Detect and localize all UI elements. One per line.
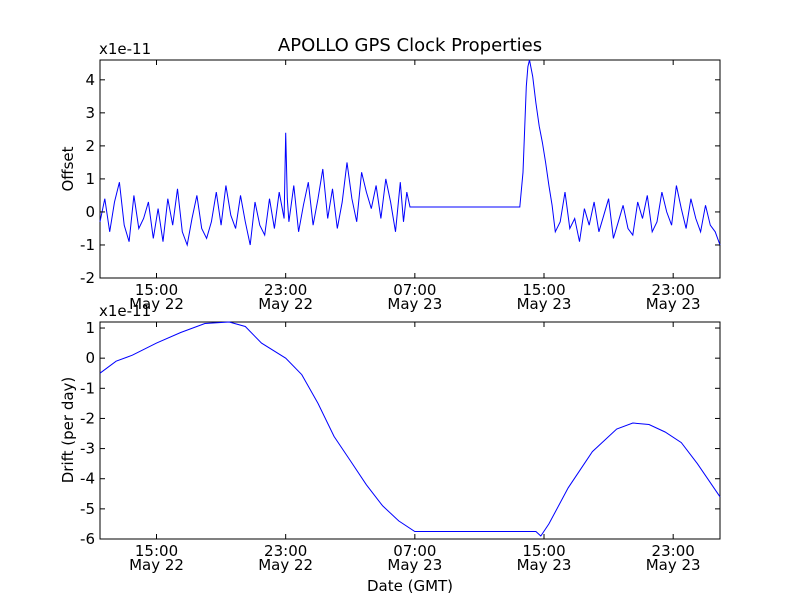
drift-xtick-date-label: May 23 [517,556,572,574]
offset-xtick-date-label: May 22 [258,295,313,313]
offset-series-line [99,59,721,247]
drift-plot-frame [99,321,721,540]
offset-plot-frame [99,59,721,279]
drift-ytick-label: -2 [80,409,95,427]
offset-xtick-time-label: 15:00 [135,281,178,299]
offset-ytick-label: -1 [80,236,95,254]
offset-xtick-time-label: 23:00 [652,281,695,299]
offset-xtick-date-label: May 22 [129,295,184,313]
drift-xtick-date-label: May 22 [129,556,184,574]
offset-ytick-label: 0 [85,203,95,221]
drift-xtick-time-label: 23:00 [652,542,695,560]
offset-ytick-label: 3 [85,104,95,122]
drift-xtick-time-label: 15:00 [135,542,178,560]
drift-xtick-date-label: May 23 [646,556,701,574]
drift-xtick-time-label: 23:00 [264,542,307,560]
offset-xtick-time-label: 23:00 [264,281,307,299]
drift-ytick-label: 0 [85,349,95,367]
offset-xtick-date-label: May 23 [387,295,442,313]
drift-ytick-label: -4 [80,470,95,488]
offset-y-axis-label: Offset [59,146,77,191]
drift-scale-label: x1e-11 [99,302,151,320]
offset-ytick-label: 1 [85,170,95,188]
drift-ytick-label: -1 [80,379,95,397]
offset-ytick-label: 2 [85,137,95,155]
drift-xtick-time-label: 15:00 [522,542,565,560]
drift-y-axis-label: Drift (per day) [59,377,77,484]
offset-scale-label: x1e-11 [99,40,151,58]
offset-xtick-time-label: 07:00 [393,281,436,299]
drift-axes: x1e-11 Drift (per day) -6 -5 -4 -3 -2 -1 0 1 15:… [59,302,721,574]
figure-title: APOLLO GPS Clock Properties [278,35,542,56]
drift-ytick-label: -6 [80,530,95,548]
drift-xtick-date-label: May 22 [258,556,313,574]
x-axis-label: Date (GMT) [367,577,453,595]
offset-ytick-label: -2 [80,269,95,287]
drift-xtick-time-label: 07:00 [393,542,436,560]
drift-ytick-label: -5 [80,500,95,518]
drift-ytick-label: 1 [85,319,95,337]
offset-xtick-date-label: May 23 [517,295,572,313]
offset-xtick-date-label: May 23 [646,295,701,313]
offset-xtick-time-label: 15:00 [522,281,565,299]
offset-ytick-label: 4 [85,71,95,89]
drift-ytick-label: -3 [80,440,95,458]
drift-xtick-date-label: May 23 [387,556,442,574]
drift-series-line [99,321,721,537]
